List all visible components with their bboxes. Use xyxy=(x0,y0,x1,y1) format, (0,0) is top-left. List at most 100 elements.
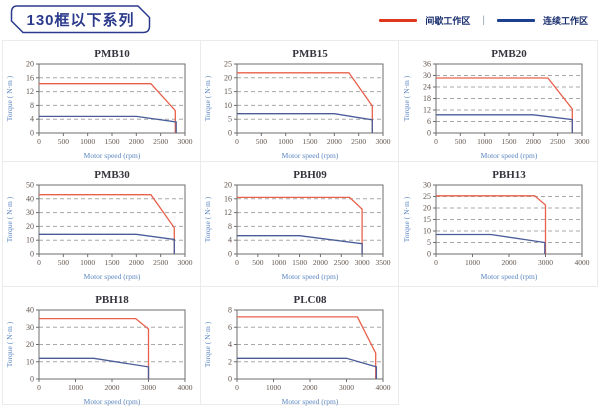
y-tick-label: 10 xyxy=(26,236,34,245)
y-tick-label: 5 xyxy=(427,238,431,247)
plot-frame xyxy=(38,309,186,380)
continuous-zone-line xyxy=(39,233,176,254)
x-tick-label: 500 xyxy=(58,137,70,146)
intermittent-zone-line xyxy=(436,77,574,133)
x-tick-label: 1000 xyxy=(465,258,480,267)
intermittent-zone-line xyxy=(237,316,377,379)
x-axis-label: Motor speed (rpm) xyxy=(84,397,141,406)
x-axis-label: Motor speed (rpm) xyxy=(84,151,141,160)
x-tick-label: 2000 xyxy=(303,383,318,392)
plot-frame xyxy=(435,184,583,255)
series-title-tag: 130框以下系列 xyxy=(10,5,151,34)
y-tick-label: 12 xyxy=(26,87,34,96)
chart-svg-pmb15: PMB15 0 5 10 15 20 25 0 500 1000 1500 2000 2500 3000 M… xyxy=(203,48,391,160)
chart-cell-pmb15: PMB15 0 5 10 15 20 25 0 500 1000 1500 2000 2500 3000 M… xyxy=(200,40,400,162)
x-tick-label: 3000 xyxy=(538,258,553,267)
chart-svg-pbh18: PBH18 0 10 20 30 40 0 1000 2000 3000 4000 Motor spe… xyxy=(5,294,193,406)
x-tick-label: 2500 xyxy=(334,258,349,267)
x-axis-label: Motor speed (rpm) xyxy=(282,397,339,406)
x-tick-label: 3000 xyxy=(355,258,370,267)
x-tick-label: 2000 xyxy=(313,258,328,267)
y-tick-label: 0 xyxy=(427,129,431,138)
chart-title: PBH13 xyxy=(492,169,526,181)
x-tick-label: 3000 xyxy=(141,383,156,392)
x-tick-label: 1000 xyxy=(279,137,294,146)
chart-title: PMB10 xyxy=(95,48,131,60)
continuous-zone-line xyxy=(39,115,178,133)
y-tick-label: 30 xyxy=(423,71,431,80)
intermittent-zone-line xyxy=(237,72,374,133)
x-tick-label: 3500 xyxy=(376,258,391,267)
x-tick-label: 0 xyxy=(434,137,438,146)
x-tick-label: 1500 xyxy=(105,137,120,146)
y-tick-label: 0 xyxy=(228,129,232,138)
y-tick-label: 5 xyxy=(228,115,232,124)
chart-title: PBH18 xyxy=(96,294,130,306)
continuous-zone-line xyxy=(237,357,378,379)
continuous-zone-line xyxy=(237,235,364,254)
chart-svg-pbh09: PBH09 0 4 8 12 16 20 0 500 1000 1500 2000 2500 3000 35… xyxy=(203,169,391,281)
chart-cell-pbh09: PBH09 0 4 8 12 16 20 0 500 1000 1500 2000 2500 3000 35… xyxy=(200,162,400,287)
y-tick-label: 8 xyxy=(228,306,232,315)
y-tick-label: 0 xyxy=(30,129,34,138)
chart-grid: PMB10 0 4 8 12 16 20 0 500 1000 1500 2000 2500 3000 Mo… xyxy=(2,40,598,406)
title-tag-border-icon xyxy=(10,5,151,34)
x-tick-label: 2000 xyxy=(327,137,342,146)
y-tick-label: 12 xyxy=(224,208,232,217)
chart-title: PMB15 xyxy=(293,48,329,60)
continuous-zone-line xyxy=(436,233,546,254)
x-tick-label: 2500 xyxy=(153,258,168,267)
y-tick-label: 4 xyxy=(228,340,232,349)
x-tick-label: 1500 xyxy=(502,137,517,146)
y-tick-label: 15 xyxy=(224,87,232,96)
continuous-line-swatch xyxy=(496,18,535,22)
y-tick-label: 2 xyxy=(228,357,232,366)
chart-cell-pbh13: PBH13 0 5 10 15 20 25 30 0 1000 2000 3000 4000 Motor … xyxy=(399,162,598,287)
x-tick-label: 4000 xyxy=(178,383,193,392)
chart-cell-pmb20: PMB20 0 6 12 18 24 30 36 0 500 1000 1500 2000 2500 300… xyxy=(399,40,598,162)
y-tick-label: 40 xyxy=(26,306,34,315)
y-tick-label: 6 xyxy=(228,323,232,332)
x-tick-label: 2000 xyxy=(129,137,144,146)
x-tick-label: 3000 xyxy=(178,258,193,267)
x-tick-label: 4000 xyxy=(575,258,590,267)
y-axis-label: Torque ( N·m ) xyxy=(203,196,212,242)
legend-separator: | xyxy=(482,14,485,26)
x-tick-label: 0 xyxy=(37,137,41,146)
chart-svg-pmb20: PMB20 0 6 12 18 24 30 36 0 500 1000 1500 2000 2500 300… xyxy=(402,48,590,160)
x-tick-label: 0 xyxy=(37,258,41,267)
x-tick-label: 1500 xyxy=(293,258,308,267)
x-tick-label: 3000 xyxy=(575,137,590,146)
y-tick-label: 20 xyxy=(423,204,431,213)
x-tick-label: 3000 xyxy=(178,137,193,146)
x-tick-label: 1500 xyxy=(303,137,318,146)
x-tick-label: 0 xyxy=(236,137,240,146)
chart-title: PMB30 xyxy=(95,169,131,181)
plot-frame xyxy=(236,184,384,255)
chart-cell-pmb10: PMB10 0 4 8 12 16 20 0 500 1000 1500 2000 2500 3000 Mo… xyxy=(2,40,201,162)
legend-label-continuous: 连续工作区 xyxy=(542,15,588,26)
x-tick-label: 2000 xyxy=(526,137,541,146)
chart-title: PMB20 xyxy=(491,48,527,60)
y-tick-label: 4 xyxy=(30,115,34,124)
continuous-zone-line xyxy=(39,357,150,379)
x-tick-label: 1000 xyxy=(80,258,95,267)
x-tick-label: 0 xyxy=(37,383,41,392)
x-tick-label: 500 xyxy=(58,258,70,267)
intermittent-zone-line xyxy=(39,317,150,379)
y-tick-label: 30 xyxy=(26,323,34,332)
y-tick-label: 15 xyxy=(423,215,431,224)
x-axis-label: Motor speed (rpm) xyxy=(84,272,141,281)
y-axis-label: Torque ( N·m ) xyxy=(402,75,411,121)
x-tick-label: 0 xyxy=(434,258,438,267)
y-tick-label: 8 xyxy=(228,222,232,231)
intermittent-zone-line xyxy=(237,196,364,254)
x-tick-label: 1000 xyxy=(68,383,83,392)
plot-frame xyxy=(38,63,186,134)
page-title: 130框以下系列 xyxy=(26,12,135,29)
chart-cell-plc08: PLC08 0 2 4 6 8 0 1000 2000 3000 4000 Motor speed (… xyxy=(200,287,400,406)
x-tick-label: 0 xyxy=(236,258,240,267)
y-tick-label: 36 xyxy=(423,60,431,69)
y-tick-label: 25 xyxy=(224,60,232,69)
